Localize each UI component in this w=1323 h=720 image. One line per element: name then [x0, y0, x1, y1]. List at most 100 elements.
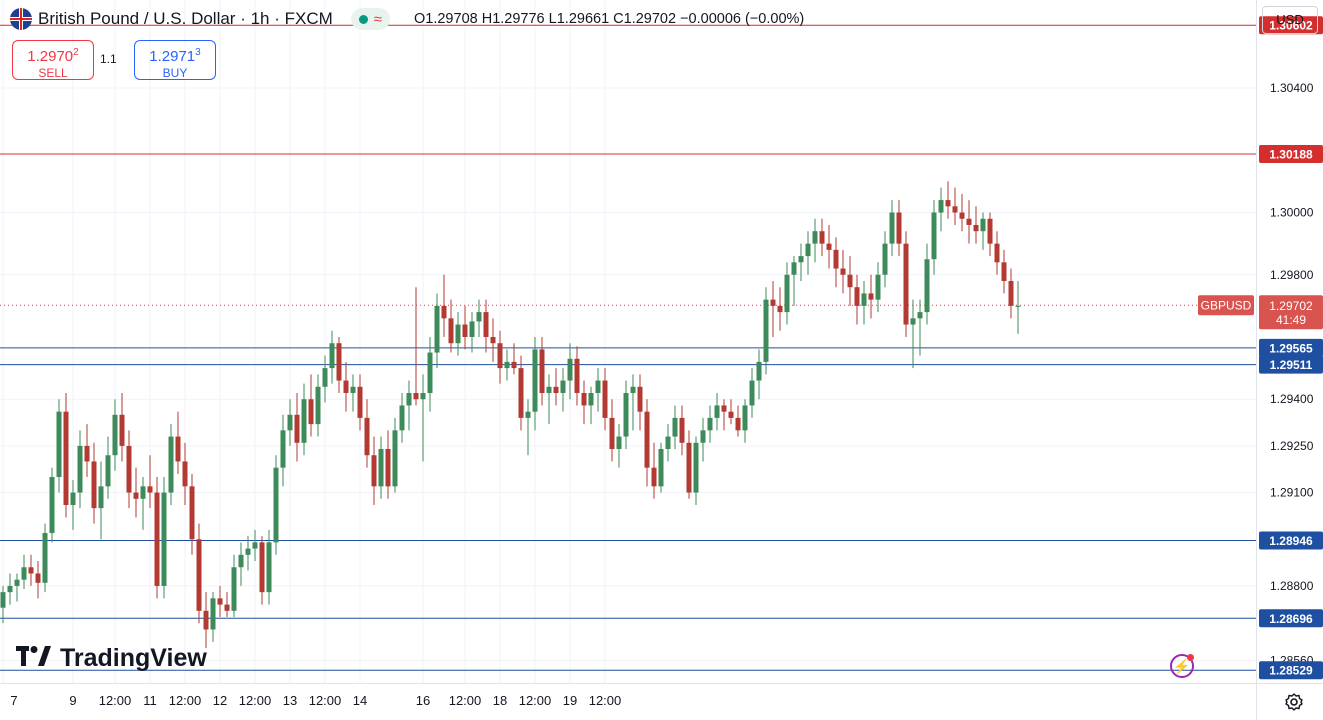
x-tick-label: 11 [143, 693, 157, 708]
candle-body [952, 206, 958, 213]
candle-body [259, 542, 265, 593]
y-tick-label: 1.29800 [1270, 268, 1314, 282]
market-status-badge[interactable]: ≈ [350, 8, 390, 30]
candle-body [511, 361, 517, 369]
candle-body [756, 361, 762, 381]
candle-body [609, 417, 615, 450]
candle-body [497, 343, 503, 369]
candle-body [406, 392, 412, 406]
buy-button[interactable]: 1.29713 BUY [134, 40, 216, 80]
candle-body [994, 243, 1000, 263]
candle-body [903, 243, 909, 325]
candle-body [910, 318, 916, 325]
x-tick-label: 12:00 [589, 693, 622, 708]
candle-body [679, 417, 685, 443]
currency-button[interactable]: USD [1262, 6, 1318, 34]
candle-body [518, 368, 524, 418]
candle-body [455, 324, 461, 344]
candle-body [574, 358, 580, 393]
x-tick-label: 12:00 [99, 693, 132, 708]
candle-body [49, 477, 55, 534]
candle-body [889, 212, 895, 244]
gear-icon[interactable] [1284, 692, 1304, 712]
candle-body [882, 243, 888, 275]
candle-body [483, 312, 489, 337]
candle-body [875, 274, 881, 300]
candle-body [294, 414, 300, 443]
symbol-title[interactable]: British Pound / U.S. Dollar · 1h · FXCM [38, 9, 333, 28]
candle-body [91, 461, 97, 509]
candle-body [833, 249, 839, 269]
candle-body [560, 380, 566, 393]
candle-body [217, 598, 223, 605]
candle-body [490, 336, 496, 344]
candle-body [651, 467, 657, 487]
candle-body [329, 343, 335, 369]
candle-body [567, 358, 573, 381]
sell-button[interactable]: 1.29702 SELL [12, 40, 94, 80]
candle-body [791, 262, 797, 275]
candle-body [77, 445, 83, 493]
candle-body [854, 287, 860, 306]
level-price-tag [1259, 355, 1323, 374]
y-tick-label: 1.29100 [1270, 486, 1314, 500]
ohlc-readout: O1.29708 H1.29776 L1.29661 C1.29702 −0.0… [414, 11, 804, 27]
level-price-tag [1259, 16, 1323, 35]
x-tick-label: 13 [283, 693, 297, 708]
candle-body [1008, 280, 1014, 306]
candle-body [784, 274, 790, 313]
candle-body [301, 399, 307, 443]
candle-body [553, 386, 559, 393]
lightning-icon[interactable]: ⚡ [1170, 654, 1194, 678]
candle-body [189, 486, 195, 540]
candle-body [973, 224, 979, 232]
candle-body [196, 539, 202, 611]
ohlc-close: C1.29702 [613, 11, 677, 27]
level-price-label: 1.28946 [1269, 534, 1313, 548]
level-price-tag [1259, 609, 1323, 628]
wave-icon: ≈ [373, 10, 382, 28]
candle-body [658, 449, 664, 487]
level-price-tag [1259, 145, 1323, 164]
candle-body [98, 486, 104, 509]
candle-body [399, 405, 405, 431]
candle-body [637, 386, 643, 412]
candle-body [630, 386, 636, 393]
chart-header: British Pound / U.S. Dollar · 1h · FXCM … [10, 6, 804, 32]
candle-body [581, 392, 587, 406]
candle-body [595, 380, 601, 393]
candle-body [70, 492, 76, 506]
candle-body [777, 305, 783, 313]
candle-body [252, 542, 258, 549]
candle-body [371, 455, 377, 487]
candle-body [378, 449, 384, 487]
candle-body [147, 486, 153, 493]
candle-body [273, 467, 279, 543]
candle-body [385, 449, 391, 487]
sell-price: 1.29702 [27, 47, 79, 65]
candle-body [588, 392, 594, 406]
tradingview-mark-icon [16, 645, 52, 673]
candle-body [441, 305, 447, 319]
candle-body [182, 461, 188, 487]
candle-body [644, 411, 650, 468]
candle-body [980, 218, 986, 232]
candle-body [770, 299, 776, 306]
notification-dot [1187, 654, 1194, 661]
candle-body [42, 533, 48, 583]
candle-body [532, 349, 538, 412]
candle-body [133, 492, 139, 499]
x-tick-label: 18 [493, 693, 507, 708]
current-price-label: 1.29702 [1269, 299, 1313, 313]
ohlc-high: H1.29776 [481, 11, 545, 27]
candle-body [819, 231, 825, 244]
candle-body [805, 243, 811, 257]
ohlc-low: L1.29661 [548, 11, 610, 27]
candle-body [84, 445, 90, 462]
candle-body [896, 212, 902, 244]
symbol-tag-label: GBPUSD [1201, 299, 1252, 313]
tradingview-logo[interactable]: TradingView [16, 644, 207, 673]
candle-body [476, 312, 482, 322]
y-tick-label: 1.29400 [1270, 392, 1314, 406]
